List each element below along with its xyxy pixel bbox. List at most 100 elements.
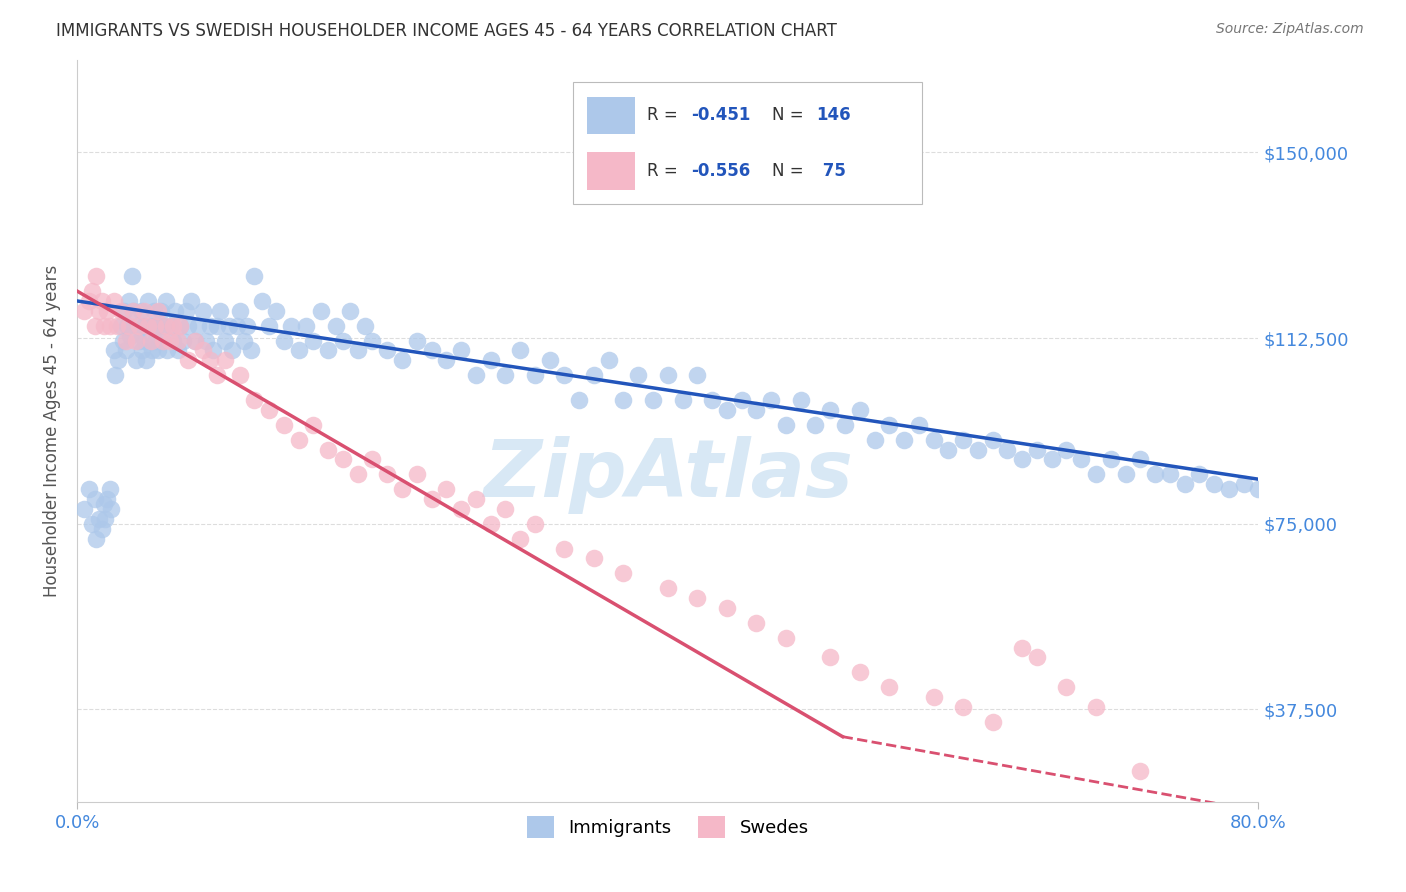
Point xyxy=(201,343,224,358)
Point xyxy=(775,417,797,432)
FancyBboxPatch shape xyxy=(574,82,922,204)
Point xyxy=(302,417,325,432)
Point xyxy=(207,318,229,333)
Point xyxy=(1085,700,1108,714)
Point xyxy=(98,318,121,333)
Point xyxy=(494,368,516,383)
Point xyxy=(657,581,679,595)
Point xyxy=(83,491,105,506)
Point xyxy=(1011,640,1033,655)
Point xyxy=(236,318,259,333)
Point xyxy=(834,417,856,432)
Point xyxy=(110,304,132,318)
Point xyxy=(89,512,111,526)
Point xyxy=(77,482,100,496)
Point xyxy=(922,690,945,704)
Point xyxy=(1011,452,1033,467)
Point xyxy=(240,343,263,358)
Point xyxy=(981,714,1004,729)
Point xyxy=(84,269,107,284)
Point xyxy=(155,318,177,333)
Point xyxy=(818,403,841,417)
Point xyxy=(346,343,368,358)
Point xyxy=(117,318,139,333)
Point xyxy=(73,304,96,318)
Point xyxy=(91,522,114,536)
Point xyxy=(405,334,427,348)
Point xyxy=(612,392,634,407)
Point xyxy=(148,304,170,318)
Point xyxy=(981,433,1004,447)
Text: -0.451: -0.451 xyxy=(692,106,751,124)
Point xyxy=(207,368,229,383)
Point xyxy=(150,304,173,318)
Point xyxy=(180,293,202,308)
Point xyxy=(309,304,332,318)
Text: R =: R = xyxy=(647,162,682,180)
Point xyxy=(316,343,339,358)
Point xyxy=(509,343,531,358)
Point xyxy=(198,318,221,333)
Point xyxy=(391,482,413,496)
Point xyxy=(141,343,163,358)
Point xyxy=(1233,477,1256,491)
Point xyxy=(129,304,152,318)
Point xyxy=(187,318,209,333)
Point xyxy=(325,318,347,333)
FancyBboxPatch shape xyxy=(588,96,634,134)
Point xyxy=(280,318,302,333)
Point xyxy=(494,502,516,516)
Point xyxy=(361,334,384,348)
Point xyxy=(316,442,339,457)
Point xyxy=(136,293,159,308)
Point xyxy=(107,353,129,368)
FancyBboxPatch shape xyxy=(588,153,634,190)
Point xyxy=(967,442,990,457)
Point xyxy=(1056,442,1078,457)
Point xyxy=(716,403,738,417)
Text: IMMIGRANTS VS SWEDISH HOUSEHOLDER INCOME AGES 45 - 64 YEARS CORRELATION CHART: IMMIGRANTS VS SWEDISH HOUSEHOLDER INCOME… xyxy=(56,22,837,40)
Point xyxy=(136,318,159,333)
Point xyxy=(907,417,929,432)
Point xyxy=(135,353,157,368)
Point xyxy=(716,601,738,615)
Point xyxy=(479,353,502,368)
Point xyxy=(1129,764,1152,779)
Point xyxy=(1188,467,1211,482)
Point xyxy=(568,392,591,407)
Text: ZipAtlas: ZipAtlas xyxy=(482,436,852,515)
Point xyxy=(98,482,121,496)
Point xyxy=(1115,467,1137,482)
Point xyxy=(641,392,664,407)
Point xyxy=(287,433,309,447)
Point xyxy=(361,452,384,467)
Point xyxy=(127,318,149,333)
Point xyxy=(198,353,221,368)
Point xyxy=(952,700,974,714)
Point xyxy=(848,403,870,417)
Point xyxy=(730,392,752,407)
Point xyxy=(686,368,709,383)
Point xyxy=(100,502,122,516)
Point xyxy=(1218,482,1240,496)
Point xyxy=(295,318,318,333)
Point xyxy=(155,293,177,308)
Point xyxy=(1040,452,1063,467)
Point xyxy=(105,318,128,333)
Point xyxy=(93,497,115,511)
Point xyxy=(125,353,148,368)
Point xyxy=(1159,467,1181,482)
Point xyxy=(131,343,153,358)
Point xyxy=(243,269,266,284)
Point xyxy=(745,403,768,417)
Point xyxy=(96,491,118,506)
Point xyxy=(250,293,273,308)
Point xyxy=(938,442,960,457)
Point xyxy=(233,334,256,348)
Point xyxy=(120,328,142,343)
Point xyxy=(657,368,679,383)
Point xyxy=(391,353,413,368)
Point xyxy=(893,433,915,447)
Point xyxy=(339,304,361,318)
Point xyxy=(142,304,165,318)
